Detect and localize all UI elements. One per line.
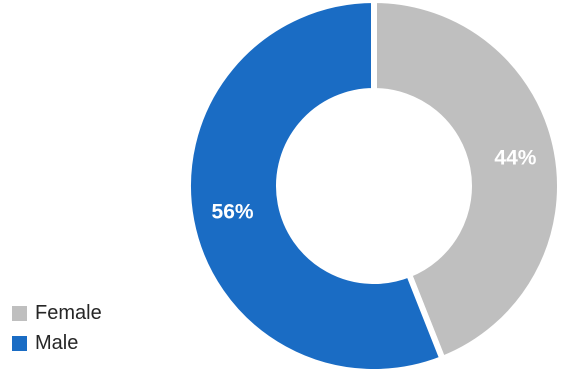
slice-label-female: 44% — [494, 147, 536, 170]
legend-label-male: Male — [35, 332, 79, 354]
legend-label-female: Female — [35, 302, 102, 324]
slice-male — [185, 0, 447, 375]
slice-labels: 44% 56% — [212, 147, 537, 224]
slice-female — [371, 0, 563, 363]
slice-label-male: 56% — [212, 201, 254, 224]
legend-swatch-male — [12, 336, 27, 351]
legend-item-female: Female — [12, 300, 102, 327]
chart-legend: Female Male — [12, 300, 102, 360]
legend-item-male: Male — [12, 330, 102, 357]
legend-swatch-female — [12, 306, 27, 321]
donut-slices — [185, 0, 563, 375]
